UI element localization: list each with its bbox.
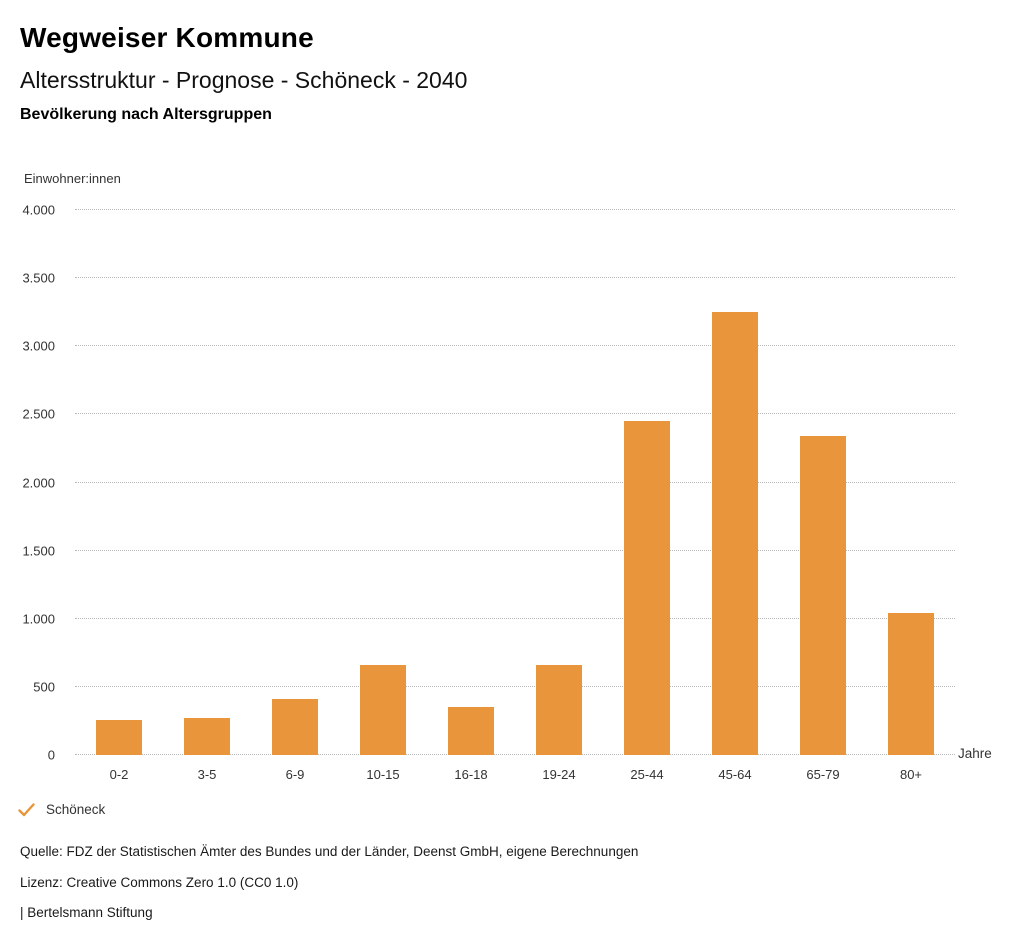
bar-slot-16-18: 16-18 [427,210,515,782]
bar-chart-plot-area: 0 500 1.000 1.500 2.000 2.500 3.000 3.500 4.000 0… [22,203,955,782]
gridline-2.000 [75,481,955,483]
x-tick-label-16-18: 16-18 [454,767,488,782]
source-text: Quelle: FDZ der Statistischen Ämter des … [20,844,639,859]
x-tick-label-45-64: 45-64 [718,767,752,782]
bar-slot-10-15: 10-15 [339,210,427,782]
gridline-4.000 [75,209,955,210]
chart-subtitle: Bevölkerung nach Altersgruppen [20,106,272,123]
x-axis-title: Jahre [958,746,992,761]
y-tick-label-1.500: 1.500 [22,543,55,559]
bar-slot-45-64: 45-64 [691,210,779,782]
bar-slot-19-24: 19-24 [515,210,603,782]
gridline-3.000 [75,345,955,347]
y-tick-label-2.000: 2.000 [22,475,55,490]
gridline-500 [75,685,955,687]
bar-slot-6-9: 6-9 [251,210,339,782]
chart-title: Altersstruktur - Prognose - Schöneck - 2… [20,67,468,93]
bar-65-79[interactable] [800,436,846,755]
gridline-3.500 [75,277,955,279]
bar-slot-3-5: 3-5 [163,210,251,782]
y-tick-label-1.000: 1.000 [22,611,55,627]
app-title: Wegweiser Kommune [20,22,314,53]
bar-19-24[interactable] [536,665,582,755]
y-tick-label-2.500: 2.500 [22,406,55,422]
y-tick-label-500: 500 [33,679,55,695]
bar-slot-25-44: 25-44 [603,210,691,782]
x-tick-label-19-24: 19-24 [542,767,576,782]
y-tick-label-3.500: 3.500 [22,270,55,286]
gridline-1.500 [75,549,955,551]
x-tick-label-25-44: 25-44 [630,767,664,782]
y-tick-label-0: 0 [47,747,55,763]
bars-row: 0-2 3-5 6-9 10-15 16-18 19-24 25-44 45-64 65-79 8… [75,210,955,782]
y-tick-label-3.000: 3.000 [22,338,55,354]
legend-item-schoeneck[interactable]: Schöneck [18,802,105,817]
gridline-0 [75,754,955,755]
bar-slot-80+: 80+ [867,210,955,782]
y-tick-label-4.000: 4.000 [22,202,55,218]
bar-10-15[interactable] [360,665,406,755]
bar-45-64[interactable] [712,312,758,755]
x-tick-label-65-79: 65-79 [806,767,840,782]
gridline-1.000 [75,617,955,619]
x-tick-label-3-5: 3-5 [197,767,217,782]
bar-80+[interactable] [888,613,934,755]
bar-3-5[interactable] [184,717,230,755]
bar-slot-65-79: 65-79 [779,210,867,782]
legend-label: Schöneck [46,802,106,817]
x-tick-label-10-15: 10-15 [366,767,400,782]
x-tick-label-6-9: 6-9 [285,767,305,782]
bar-25-44[interactable] [624,421,670,755]
bar-6-9[interactable] [272,699,318,755]
x-tick-label-0-2: 0-2 [109,767,129,782]
check-icon [18,802,35,817]
x-tick-label-80+: 80+ [899,767,923,782]
bar-slot-0-2: 0-2 [75,210,163,782]
license-text: Lizenz: Creative Commons Zero 1.0 (CC0 1… [20,875,299,890]
bar-0-2[interactable] [96,719,142,755]
gridline-2.500 [75,413,955,415]
y-axis-title: Einwohner:innen [24,171,121,186]
attribution-text: | Bertelsmann Stiftung [20,905,153,920]
bar-16-18[interactable] [448,707,494,755]
